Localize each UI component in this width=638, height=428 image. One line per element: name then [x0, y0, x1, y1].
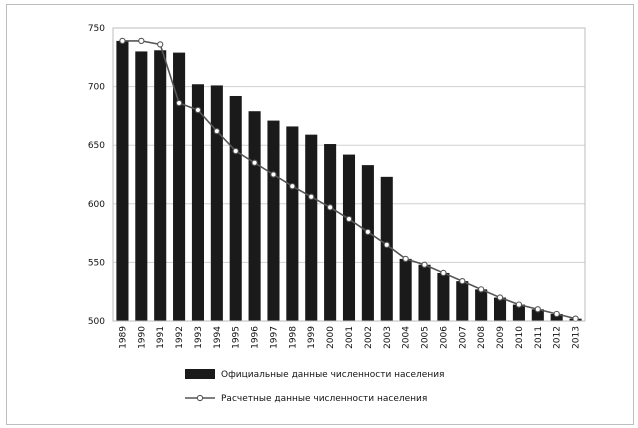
estimated-point-1997	[270, 171, 277, 178]
estimated-point-2007	[459, 278, 466, 285]
bar-2008	[475, 289, 488, 321]
bar-2011	[531, 309, 544, 321]
x-tick-label-2000: 2000	[326, 326, 336, 349]
estimated-point-2005	[421, 261, 428, 268]
bar-2003	[380, 176, 393, 321]
x-tick-label-1995: 1995	[232, 326, 242, 349]
x-tick-label-2005: 2005	[421, 326, 431, 349]
legend-swatch-official	[185, 369, 215, 379]
x-tick-label-2007: 2007	[458, 326, 468, 349]
x-tick-label-1997: 1997	[269, 326, 279, 349]
x-tick-label-1990: 1990	[137, 326, 147, 349]
estimated-point-2009	[496, 294, 504, 301]
estimated-point-1994	[213, 127, 220, 135]
bar-1994	[210, 85, 223, 321]
estimated-point-2000	[326, 204, 334, 211]
x-tick-label-1991: 1991	[156, 326, 166, 349]
bar-2007	[456, 281, 469, 321]
bar-1998	[286, 126, 299, 321]
y-tick-label-650: 650	[88, 141, 105, 151]
chart-frame: 500 550 600 650 700 750 1989 1990 1991 1992 1993 1…	[6, 4, 634, 425]
x-tick-label-2011: 2011	[534, 326, 544, 349]
x-tick-label-1993: 1993	[194, 326, 204, 349]
x-tick-label-1992: 1992	[175, 326, 185, 349]
estimated-point-2011	[534, 306, 541, 313]
x-tick-label-1999: 1999	[307, 326, 317, 349]
x-tick-label-1998: 1998	[288, 326, 298, 349]
y-tick-label-500: 500	[88, 317, 105, 327]
x-tick-label-2008: 2008	[477, 326, 487, 349]
estimated-point-2003	[383, 241, 390, 248]
x-tick-label-2012: 2012	[553, 326, 563, 349]
bar-2001	[342, 154, 356, 321]
estimated-point-2012	[553, 310, 560, 318]
bar-1995	[229, 95, 242, 321]
estimated-point-2008	[478, 286, 485, 293]
bar-1997	[267, 120, 280, 321]
estimated-point-2002	[364, 228, 372, 236]
bar-2002	[361, 165, 374, 321]
bar-2000	[324, 144, 337, 321]
x-tick-label-2003: 2003	[383, 326, 393, 349]
x-tick-label-2010: 2010	[515, 326, 525, 349]
estimated-point-1995	[232, 147, 239, 155]
bar-1992	[173, 52, 186, 321]
x-tick-label-2009: 2009	[496, 326, 506, 349]
bar-1996	[248, 111, 261, 321]
axis-layer	[112, 27, 586, 322]
bar-1993	[191, 84, 205, 321]
bar-2006	[437, 272, 450, 321]
estimated-point-2013	[572, 315, 579, 322]
x-tick-label-2001: 2001	[345, 326, 355, 349]
x-tick-label-2004: 2004	[402, 326, 412, 349]
estimated-point-2010	[515, 301, 523, 308]
y-tick-label-550: 550	[88, 258, 105, 268]
x-tick-label-2006: 2006	[439, 326, 449, 349]
legend-swatch-estimated-marker	[196, 394, 204, 402]
estimated-point-1990	[138, 37, 145, 45]
x-tick-label-2002: 2002	[364, 326, 374, 349]
plot-border	[112, 27, 586, 322]
y-tick-label-750: 750	[88, 24, 105, 34]
y-tick-label-700: 700	[88, 83, 105, 93]
y-tick-label-600: 600	[88, 200, 105, 210]
bar-2009	[493, 297, 507, 321]
bar-2012	[550, 313, 563, 321]
estimated-point-1992	[175, 99, 183, 107]
bar-2005	[418, 264, 431, 321]
estimated-point-1993	[194, 106, 202, 114]
line-layer	[119, 37, 579, 322]
estimated-point-2004	[402, 255, 409, 263]
estimated-point-1989	[119, 37, 126, 45]
bar-2004	[399, 258, 412, 321]
x-tick-label-1989: 1989	[118, 326, 128, 349]
bar-2010	[512, 304, 525, 321]
estimated-point-1998	[289, 183, 296, 190]
legend-label-official: Официальные данные численности населения	[221, 370, 444, 380]
legend-label-estimated: Расчетные данные численности населения	[221, 394, 427, 404]
bar-1989	[116, 40, 129, 321]
bar-1999	[305, 134, 318, 321]
estimated-point-1996	[251, 159, 258, 166]
x-tick-label-2013: 2013	[572, 326, 582, 349]
bar-1991	[154, 50, 167, 321]
estimated-point-1999	[308, 193, 315, 200]
bar-1990	[135, 51, 148, 321]
estimated-point-2001	[345, 215, 353, 223]
x-tick-labels: 1989 1990 1991 1992 1993 1994 1995 1996 1997 1998…	[118, 326, 581, 349]
estimated-point-2006	[440, 269, 447, 277]
estimated-point-1991	[157, 41, 164, 48]
legend: Официальные данные численности населения…	[185, 369, 444, 404]
y-tick-labels: 500 550 600 650 700 750	[88, 24, 105, 327]
x-tick-label-1996: 1996	[251, 326, 261, 349]
bars-layer	[116, 40, 582, 321]
x-tick-label-1994: 1994	[213, 326, 223, 349]
